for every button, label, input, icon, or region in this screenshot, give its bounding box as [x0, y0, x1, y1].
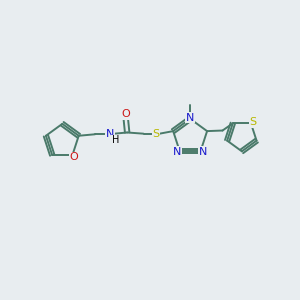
Text: N: N — [173, 147, 182, 157]
Text: N: N — [106, 129, 114, 139]
Text: N: N — [186, 112, 194, 123]
Text: O: O — [121, 109, 130, 119]
Text: H: H — [112, 135, 119, 145]
Text: N: N — [199, 147, 207, 157]
Text: O: O — [70, 152, 78, 162]
Text: S: S — [152, 129, 160, 139]
Text: S: S — [249, 117, 256, 127]
